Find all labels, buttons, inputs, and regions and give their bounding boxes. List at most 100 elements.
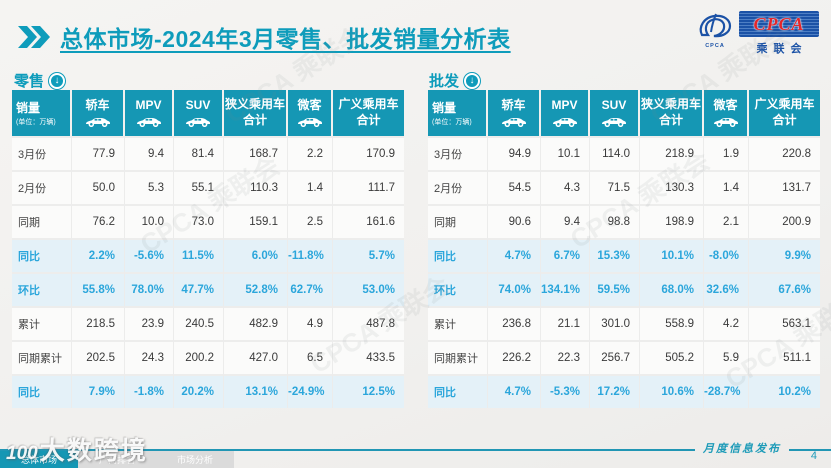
microvan-icon — [297, 117, 322, 127]
cell-value: 6.5 — [288, 340, 333, 374]
row-label: 累计 — [428, 306, 488, 340]
table-row: 2月份 50.0 5.3 55.1 110.3 1.4 111.7 — [12, 170, 404, 204]
table-row: 同比 7.9% -1.8% 20.2% 13.1% -24.9% 12.5% — [12, 374, 404, 408]
cell-value: 168.7 — [224, 136, 288, 170]
mpv-icon — [136, 117, 161, 127]
nav-tab-2[interactable]: 厂商排名 — [78, 451, 156, 468]
cell-value: 62.7% — [288, 272, 333, 306]
down-arrow-icon: ↓ — [464, 72, 481, 89]
row-label: 同比 — [428, 238, 488, 272]
table-row: 同期累计 226.2 22.3 256.7 505.2 5.9 511.1 — [428, 340, 820, 374]
row-label: 2月份 — [428, 170, 488, 204]
cell-value: 482.9 — [224, 306, 288, 340]
column-header: MPV — [125, 90, 174, 136]
cell-value: 94.9 — [488, 136, 541, 170]
table-row: 同比 2.2% -5.6% 11.5% 6.0% -11.8% 5.7% — [12, 238, 404, 272]
cell-value: 2.1 — [704, 204, 749, 238]
table-row: 同期 76.2 10.0 73.0 159.1 2.5 161.6 — [12, 204, 404, 238]
cell-value: 558.9 — [640, 306, 704, 340]
cell-value: 1.4 — [288, 170, 333, 204]
cell-value: -8.0% — [704, 238, 749, 272]
cell-value: 4.9 — [288, 306, 333, 340]
cpca-emblem-caption: CPCA — [705, 43, 725, 49]
cell-value: 6.0% — [224, 238, 288, 272]
suv-icon — [186, 117, 210, 127]
cell-value: 240.5 — [174, 306, 224, 340]
cell-value: 5.9 — [704, 340, 749, 374]
unit-note: (单位：万辆) — [16, 119, 56, 126]
row-label: 同期 — [12, 204, 72, 238]
cpca-org-name: 乘联会 — [756, 43, 808, 55]
cell-value: 7.9% — [72, 374, 125, 408]
nav-tab-3[interactable]: 市场分析 — [156, 451, 234, 468]
cell-value: 114.0 — [590, 136, 640, 170]
column-header: 轿车 — [488, 90, 541, 136]
cell-value: 24.3 — [125, 340, 174, 374]
cell-value: 23.9 — [125, 306, 174, 340]
table-row: 累计 236.8 21.1 301.0 558.9 4.2 563.1 — [428, 306, 820, 340]
cell-value: 2.5 — [288, 204, 333, 238]
cell-value: 5.7% — [333, 238, 404, 272]
cell-value: 256.7 — [590, 340, 640, 374]
cpca-emblem-icon: CPCA — [696, 11, 734, 49]
cell-value: 4.7% — [488, 374, 541, 408]
cell-value: 200.2 — [174, 340, 224, 374]
cell-value: -1.8% — [125, 374, 174, 408]
retail-section-text: 零售 — [14, 73, 45, 90]
row-label: 同期累计 — [428, 340, 488, 374]
column-header: SUV — [174, 90, 224, 136]
row-label: 同比 — [12, 374, 72, 408]
cpca-logo: CPCA CPCA 乘联会 — [696, 11, 819, 56]
cell-value: 52.8% — [224, 272, 288, 306]
column-header: MPV — [541, 90, 590, 136]
cell-value: 15.3% — [590, 238, 640, 272]
row-label: 累计 — [12, 306, 72, 340]
cell-value: 511.1 — [749, 340, 820, 374]
row-label: 同比 — [12, 238, 72, 272]
cell-value: 236.8 — [488, 306, 541, 340]
cell-value: 433.5 — [333, 340, 404, 374]
table-row: 3月份 77.9 9.4 81.4 168.7 2.2 170.9 — [12, 136, 404, 170]
table-row: 环比 55.8% 78.0% 47.7% 52.8% 62.7% 53.0% — [12, 272, 404, 306]
unit-header-cell: 销量 (单位：万辆) — [428, 90, 488, 136]
footer-line-right — [789, 448, 831, 451]
double-chevron-icon — [18, 26, 50, 48]
cell-value: 68.0% — [640, 272, 704, 306]
table-row: 同期累计 202.5 24.3 200.2 427.0 6.5 433.5 — [12, 340, 404, 374]
cell-value: 20.2% — [174, 374, 224, 408]
cell-value: 1.4 — [704, 170, 749, 204]
bottom-nav-tabs: 总体市场 厂商排名 市场分析 — [0, 451, 234, 468]
cell-value: 12.5% — [333, 374, 404, 408]
unit-header-cell: 销量 (单位：万辆) — [12, 90, 72, 136]
cell-value: 53.0% — [333, 272, 404, 306]
sedan-icon — [85, 117, 110, 127]
cell-value: 9.4 — [541, 204, 590, 238]
cell-value: 301.0 — [590, 306, 640, 340]
cell-value: 563.1 — [749, 306, 820, 340]
column-header: 微客 — [704, 90, 749, 136]
cell-value: 111.7 — [333, 170, 404, 204]
cell-value: 159.1 — [224, 204, 288, 238]
cell-value: -28.7% — [704, 374, 749, 408]
table-row: 累计 218.5 23.9 240.5 482.9 4.9 487.8 — [12, 306, 404, 340]
row-label: 同期 — [428, 204, 488, 238]
table-row: 3月份 94.9 10.1 114.0 218.9 1.9 220.8 — [428, 136, 820, 170]
page-title: 总体市场-2024年3月零售、批发销量分析表 — [60, 26, 511, 52]
cell-value: 202.5 — [72, 340, 125, 374]
wholesale-section-text: 批发 — [429, 73, 460, 90]
cell-value: 74.0% — [488, 272, 541, 306]
cell-value: 505.2 — [640, 340, 704, 374]
unit-label: 销量 — [16, 101, 41, 115]
cell-value: 10.0 — [125, 204, 174, 238]
table-row: 环比 74.0% 134.1% 59.5% 68.0% 32.6% 67.6% — [428, 272, 820, 306]
cell-value: 76.2 — [72, 204, 125, 238]
cell-value: 22.3 — [541, 340, 590, 374]
nav-tab-1[interactable]: 总体市场 — [0, 451, 78, 468]
cell-value: 59.5% — [590, 272, 640, 306]
row-label: 环比 — [428, 272, 488, 306]
cell-value: 10.6% — [640, 374, 704, 408]
cell-value: 17.2% — [590, 374, 640, 408]
cell-value: 78.0% — [125, 272, 174, 306]
cell-value: 2.2% — [72, 238, 125, 272]
microvan-icon — [713, 117, 738, 127]
